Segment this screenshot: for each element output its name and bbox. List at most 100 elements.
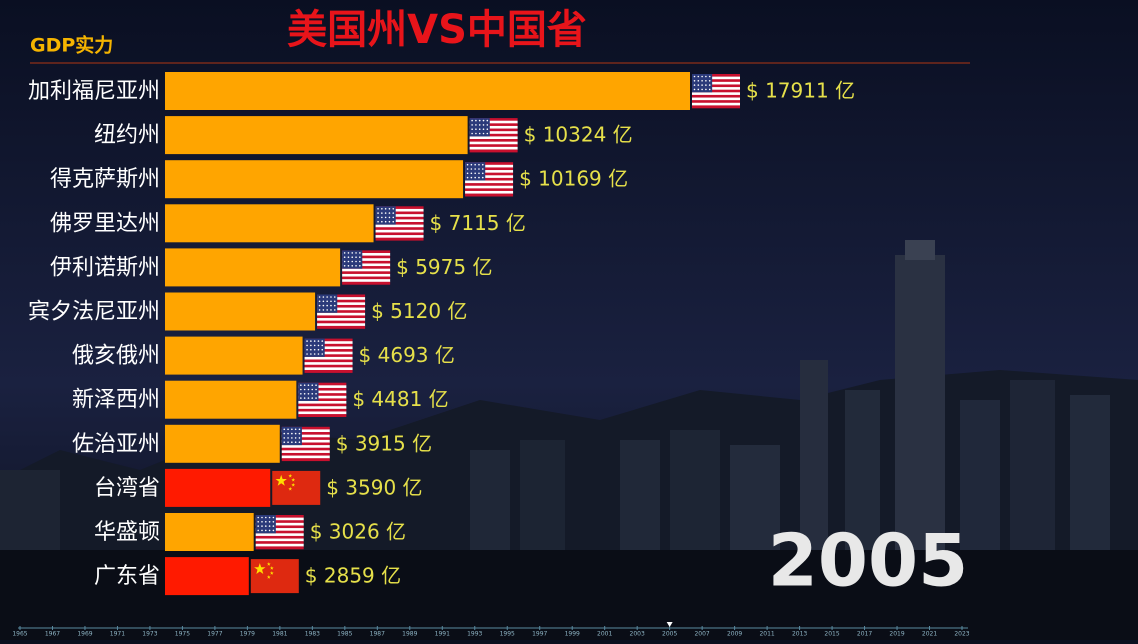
flag-stripe xyxy=(465,188,514,192)
flag-stripe xyxy=(465,162,514,166)
timeline-label: 2005 xyxy=(662,631,677,638)
flag-star xyxy=(708,75,711,78)
timeline-label: 2003 xyxy=(630,631,645,638)
value-label: $ 4481 亿 xyxy=(352,387,448,411)
flag-star xyxy=(287,441,289,444)
flag-stripe xyxy=(465,170,514,173)
chart-title: 美国州VS中国省 xyxy=(287,7,587,53)
flag-canton xyxy=(281,426,302,446)
flag-star xyxy=(321,344,324,347)
flag-stripe xyxy=(342,255,391,259)
flag-star xyxy=(322,296,325,298)
flag-star xyxy=(317,348,320,351)
timeline-label: 1987 xyxy=(370,631,385,638)
flag-stripe xyxy=(255,543,304,547)
flag-star xyxy=(392,216,395,219)
flag-stripe xyxy=(465,183,514,187)
timeline-label: 1995 xyxy=(500,631,515,638)
flag-stripe xyxy=(298,414,347,417)
flag-stripe xyxy=(342,281,391,285)
flag-star xyxy=(317,344,320,347)
flag-stripe xyxy=(317,304,366,308)
flag-star xyxy=(298,428,301,431)
flag-star xyxy=(261,516,263,519)
flag-star xyxy=(317,340,320,342)
flag-star xyxy=(269,571,274,575)
category-label: 俄亥俄州 xyxy=(72,344,160,369)
flag-stripe xyxy=(255,541,304,545)
flag-stripe xyxy=(317,315,366,319)
flag-star xyxy=(294,441,297,444)
flag-star xyxy=(257,525,259,527)
flag-stripe xyxy=(465,193,514,197)
flag-star xyxy=(478,172,480,175)
flag-stripe xyxy=(342,253,391,256)
flag-stripe xyxy=(298,398,347,402)
flag-star xyxy=(701,88,703,91)
value-label: $ 17911 亿 xyxy=(746,79,855,103)
flag-star xyxy=(333,304,336,307)
flag-star xyxy=(322,300,325,303)
flag-stripe xyxy=(469,139,518,142)
flag-stripe xyxy=(692,89,740,93)
flag-star xyxy=(701,80,703,82)
flag-stripe xyxy=(692,79,740,83)
flag-stripe xyxy=(692,84,740,88)
value-label: $ 5975 亿 xyxy=(396,255,492,279)
category-label: 伊利诺斯州 xyxy=(50,255,160,280)
flag-star xyxy=(322,309,325,311)
flag-stripe xyxy=(281,447,330,451)
flag-stripe xyxy=(317,325,366,329)
flag-star xyxy=(272,516,275,519)
flag-star xyxy=(347,256,350,259)
flag-star xyxy=(315,397,317,399)
flag-star xyxy=(343,265,346,267)
flag-star xyxy=(384,216,387,219)
flag-star xyxy=(388,216,391,219)
flag-stripe xyxy=(465,172,514,176)
flag-star xyxy=(287,428,289,431)
flag-star xyxy=(347,265,350,267)
flag-star xyxy=(303,397,306,399)
flag-star xyxy=(381,212,383,214)
flag-star xyxy=(708,84,711,86)
flag-star xyxy=(321,340,324,342)
flag-star xyxy=(381,216,383,219)
flag-star xyxy=(326,304,328,307)
timeline-label: 2015 xyxy=(824,631,839,638)
category-label: 华盛顿 xyxy=(94,520,160,545)
flag-stripe xyxy=(298,395,347,399)
flag-stripe xyxy=(298,385,347,389)
flag-stripe xyxy=(298,387,347,391)
flag-stripe xyxy=(342,273,391,277)
flag-star xyxy=(257,529,259,532)
flag-star xyxy=(311,393,314,395)
flag-star xyxy=(310,348,312,351)
flag-star xyxy=(300,384,302,387)
flag-star xyxy=(355,252,357,254)
flag-star xyxy=(470,163,473,166)
flag-star xyxy=(705,80,707,82)
timeline-label: 1993 xyxy=(467,631,482,638)
flag-canton xyxy=(255,515,276,534)
flag-star xyxy=(298,432,301,435)
flag-stripe xyxy=(692,105,740,109)
flag-star xyxy=(330,296,332,298)
timeline-label: 1969 xyxy=(77,631,92,638)
flag-canton xyxy=(469,118,490,137)
flag-stripe xyxy=(342,279,391,283)
skyline xyxy=(0,240,1138,560)
flag-star xyxy=(322,304,325,307)
flag-stripe xyxy=(469,136,518,140)
flag-star xyxy=(359,260,361,263)
flag-star xyxy=(478,119,481,122)
flag-star xyxy=(333,296,336,298)
flag-stripe xyxy=(465,190,514,194)
flag-star xyxy=(466,168,469,170)
flag-star xyxy=(326,309,328,311)
flag-star xyxy=(287,432,289,435)
flag-stripe xyxy=(255,538,304,542)
flag-stripe xyxy=(342,260,391,264)
flag-star xyxy=(343,260,346,263)
